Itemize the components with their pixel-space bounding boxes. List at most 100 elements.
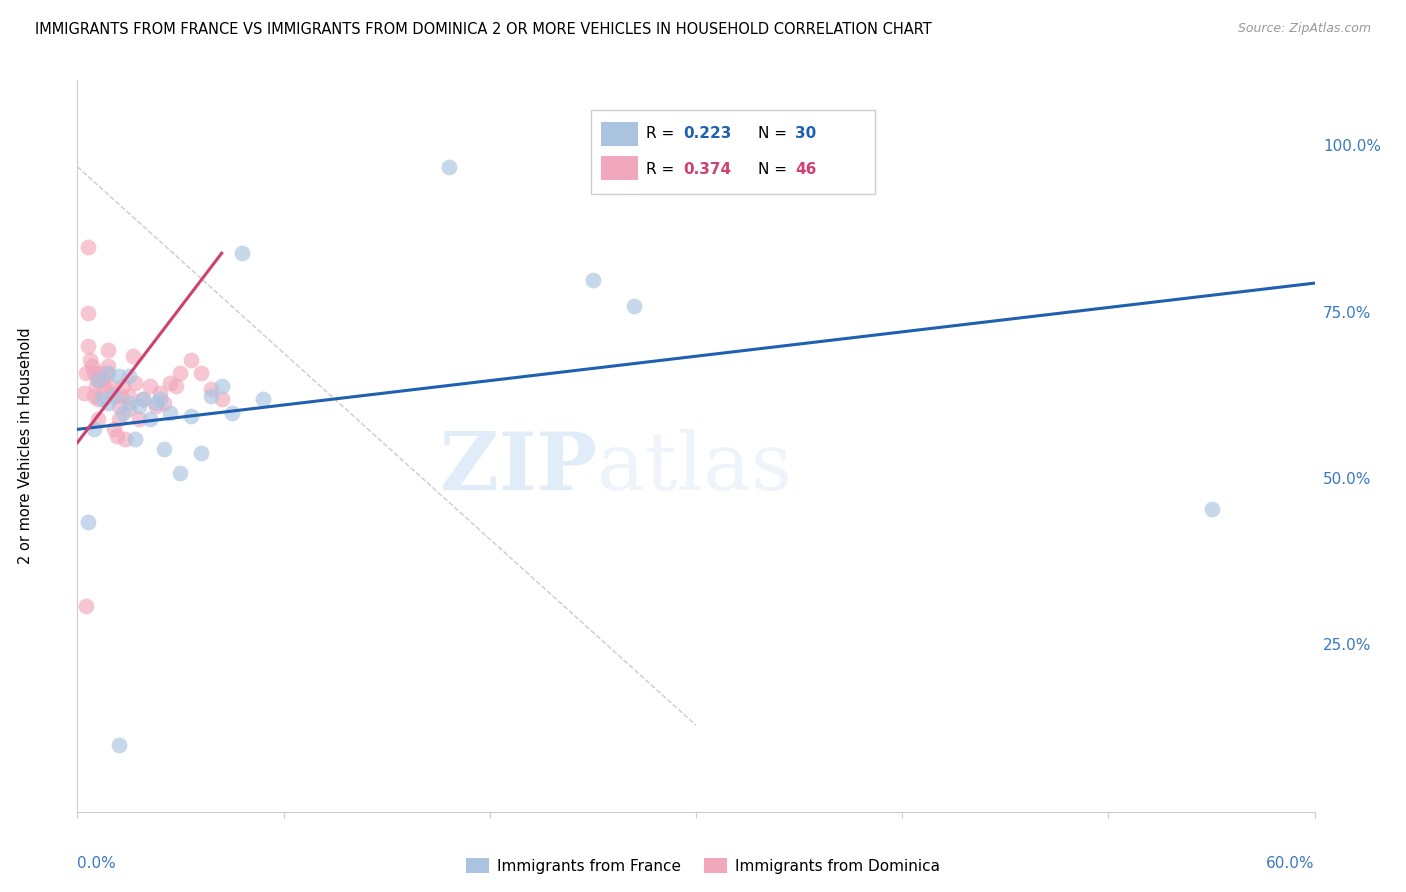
Point [159,406,181,420]
Text: R =: R = [647,126,679,141]
Text: N =: N = [758,162,792,177]
Point [80,359,103,374]
Point [153,442,176,457]
Text: Source: ZipAtlas.com: Source: ZipAtlas.com [1237,22,1371,36]
Point [180,409,202,423]
Point [91,392,114,407]
Point [190,445,212,459]
Point [76,339,98,353]
Point [76,516,98,530]
Text: 0.223: 0.223 [683,126,733,141]
Point [132,392,155,407]
Point [211,379,233,393]
Point [96,366,118,380]
Point [83,389,105,403]
FancyBboxPatch shape [600,156,638,180]
Text: 75.0%: 75.0% [1323,306,1371,320]
Point [153,396,176,410]
Point [84,379,107,393]
Point [169,466,191,480]
Point [75,599,97,613]
Point [105,429,128,443]
Point [107,369,129,384]
Point [132,392,155,407]
Point [103,389,125,403]
Point [114,433,136,447]
Point [138,379,160,393]
Point [252,392,274,407]
Point [200,383,222,397]
Point [149,392,172,407]
Point [97,396,120,410]
Point [1201,502,1223,516]
FancyBboxPatch shape [591,110,876,194]
Text: ZIP: ZIP [440,429,598,507]
Point [180,352,202,367]
Point [138,412,160,426]
Text: 30: 30 [794,126,817,141]
Point [111,379,134,393]
Point [107,738,129,752]
Point [623,299,645,313]
Point [97,359,120,374]
Text: IMMIGRANTS FROM FRANCE VS IMMIGRANTS FROM DOMINICA 2 OR MORE VEHICLES IN HOUSEHO: IMMIGRANTS FROM FRANCE VS IMMIGRANTS FRO… [35,22,932,37]
Point [149,385,172,400]
Text: 0.374: 0.374 [683,162,731,177]
Point [122,349,145,363]
Point [211,392,233,407]
Point [107,412,129,426]
Point [87,412,110,426]
Point [190,366,212,380]
Point [128,412,150,426]
Point [118,402,141,417]
Point [145,399,167,413]
Text: atlas: atlas [598,429,792,507]
Point [83,366,105,380]
Point [83,422,105,436]
Point [145,396,167,410]
Point [87,392,110,407]
Point [89,366,111,380]
Text: 0.0%: 0.0% [77,855,117,871]
Text: 50.0%: 50.0% [1323,472,1371,487]
Point [107,399,129,413]
Text: 2 or more Vehicles in Household: 2 or more Vehicles in Household [18,327,32,565]
Point [582,273,605,287]
Point [72,385,94,400]
Point [97,366,120,380]
Point [87,372,110,386]
Text: 60.0%: 60.0% [1267,855,1315,871]
Point [169,366,191,380]
Point [128,399,150,413]
Point [118,369,141,384]
Point [103,422,125,436]
Point [79,352,101,367]
Text: 100.0%: 100.0% [1323,139,1381,154]
Point [75,366,97,380]
Point [437,160,460,174]
Text: N =: N = [758,126,792,141]
Text: 46: 46 [794,162,817,177]
Point [91,372,114,386]
Point [111,406,134,420]
Point [97,343,120,357]
Point [231,246,253,260]
Point [124,376,146,390]
Legend: Immigrants from France, Immigrants from Dominica: Immigrants from France, Immigrants from … [460,852,946,880]
Point [221,406,243,420]
Point [200,389,222,403]
Point [165,379,187,393]
Point [76,306,98,320]
Point [159,376,181,390]
Point [93,379,115,393]
Point [110,389,132,403]
Point [87,372,110,386]
Point [76,239,98,253]
Point [118,389,141,403]
Text: R =: R = [647,162,679,177]
Point [98,379,121,393]
Point [124,433,146,447]
Text: 25.0%: 25.0% [1323,638,1371,653]
Point [101,385,124,400]
FancyBboxPatch shape [600,122,638,146]
